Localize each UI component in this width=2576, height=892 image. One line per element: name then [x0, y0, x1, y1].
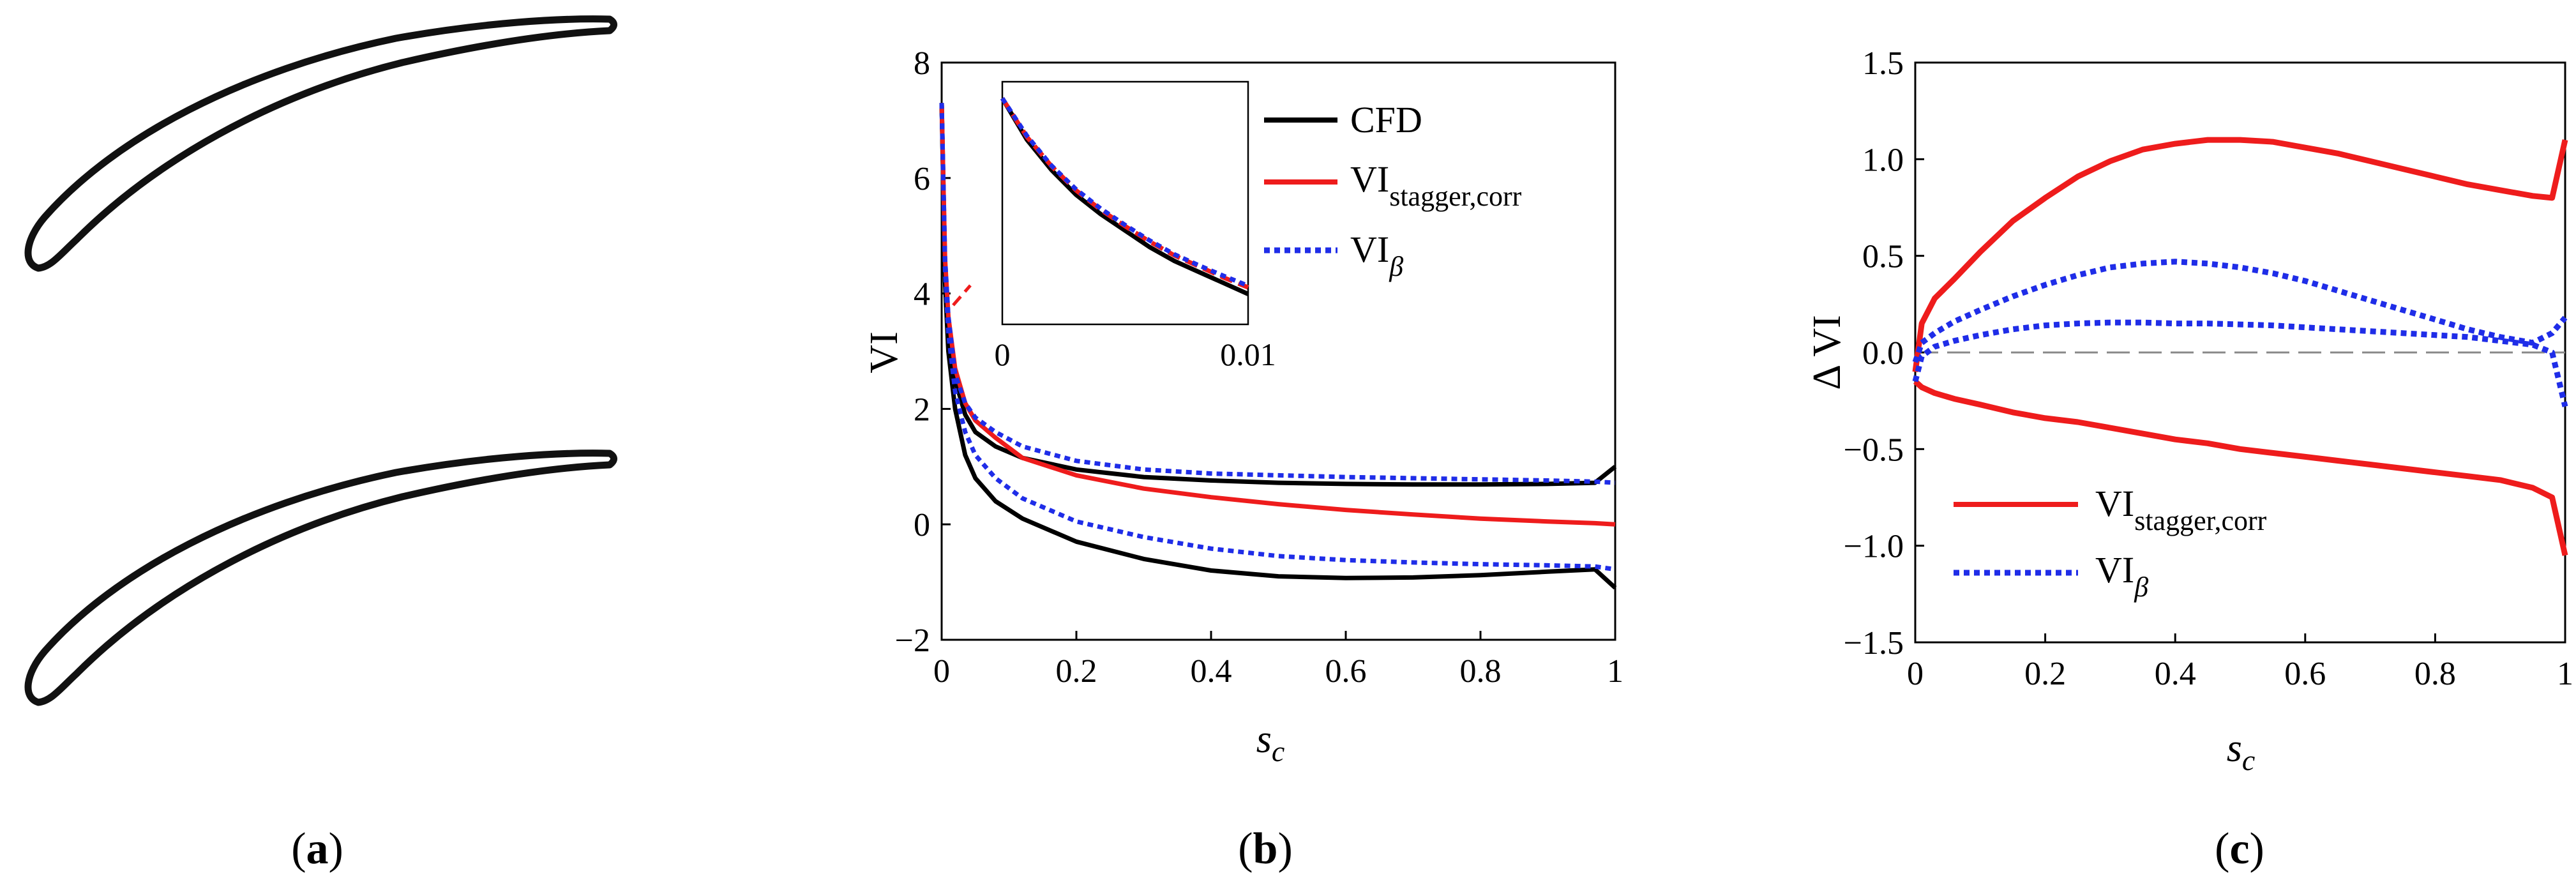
plot-c-x-ticks: 0 0.2 0.4 0.6 0.8 1	[1907, 633, 2573, 692]
inset-pointer	[952, 284, 972, 306]
y-tick-label: 1.5	[1862, 45, 1904, 82]
x-tick-label: 0.4	[1191, 653, 1232, 690]
y-tick-label: −1.5	[1844, 625, 1904, 661]
plot-b-x-ticks: 0 0.2 0.4 0.6 0.8 1	[933, 631, 1623, 690]
x-tick-label: 0.6	[2284, 656, 2326, 692]
inset-series-line-2	[1000, 96, 1249, 288]
blade-profile-lower	[24, 450, 617, 706]
inset-series	[1000, 96, 1249, 296]
plot-c-legend: VIstagger,corr VIβ	[1954, 483, 2267, 603]
y-tick-label: −2	[895, 623, 930, 659]
x-tick-label: 0.8	[2414, 656, 2456, 692]
x-tick-label: 0	[1907, 656, 1924, 692]
x-tick-label: 0.2	[1056, 653, 1097, 690]
x-tick-label: 0	[933, 653, 950, 690]
legend-b-label-stagger: VIstagger,corr	[1350, 158, 1522, 212]
y-tick-label: 0	[914, 507, 930, 543]
x-tick-label: 0.4	[2155, 656, 2196, 692]
legend-b-label-cfd: CFD	[1350, 99, 1422, 140]
series-line-0-0	[1912, 137, 2568, 372]
y-tick-label: 2	[914, 391, 930, 428]
y-tick-label: 1.0	[1862, 142, 1904, 178]
plot-c-y-label: Δ VI	[1805, 315, 1849, 389]
y-tick-label: 8	[914, 45, 930, 82]
panel-label-a: (a)	[291, 824, 343, 873]
inset-x-tick-0: 0	[995, 336, 1011, 372]
panel-label-b: (b)	[1238, 824, 1293, 873]
series-line-2-0	[939, 103, 1616, 485]
y-tick-label: 0.0	[1862, 335, 1904, 372]
x-tick-label: 0.2	[2024, 656, 2066, 692]
legend-c-label-stagger: VIstagger,corr	[2095, 483, 2267, 536]
plot-b-frame	[940, 61, 1616, 641]
legend-c-label-beta: VIβ	[2095, 549, 2148, 603]
series-line-1-0	[1912, 259, 2568, 363]
plot-b-y-label: VI	[862, 331, 906, 373]
panel-label-c: (c)	[2215, 824, 2264, 873]
x-tick-label: 1	[1607, 653, 1623, 690]
x-tick-label: 0.6	[1325, 653, 1367, 690]
legend-b-label-beta: VIβ	[1350, 229, 1403, 282]
inset-series-line-0	[1000, 97, 1249, 296]
x-tick-label: 1	[2557, 656, 2573, 692]
series-line-0-1	[1913, 379, 2568, 556]
panel-a	[24, 15, 617, 706]
x-tick-label: 0.8	[1460, 653, 1502, 690]
y-tick-label: −0.5	[1844, 432, 1904, 468]
plot-c-series	[1912, 137, 2568, 556]
y-tick-label: 6	[914, 161, 930, 197]
y-tick-label: −1.0	[1844, 529, 1904, 565]
plot-b-legend: CFD VIstagger,corr VIβ	[1264, 99, 1522, 282]
blade-profile-upper	[24, 15, 617, 272]
plot-b-x-label: sc	[1256, 718, 1285, 767]
plot-c-x-label: sc	[2227, 727, 2256, 776]
inset-x-tick-1: 0.01	[1220, 336, 1276, 372]
y-tick-label: 0.5	[1862, 239, 1904, 275]
plot-c-y-ticks: −1.5 −1.0 −0.5 0.0 0.5 1.0 1.5	[1844, 45, 1924, 661]
series-line-2-1	[939, 103, 1616, 572]
series-line-0-1	[939, 103, 1617, 590]
y-tick-label: 4	[914, 276, 930, 313]
panel-c: 0 0.2 0.4 0.6 0.8 1 −1.5−1.0−0.50.00.51.01.5 …	[1805, 45, 2573, 776]
plot-b-series	[939, 103, 1617, 590]
inset-frame	[1001, 80, 1249, 326]
series-line-1-1	[1912, 319, 2568, 407]
